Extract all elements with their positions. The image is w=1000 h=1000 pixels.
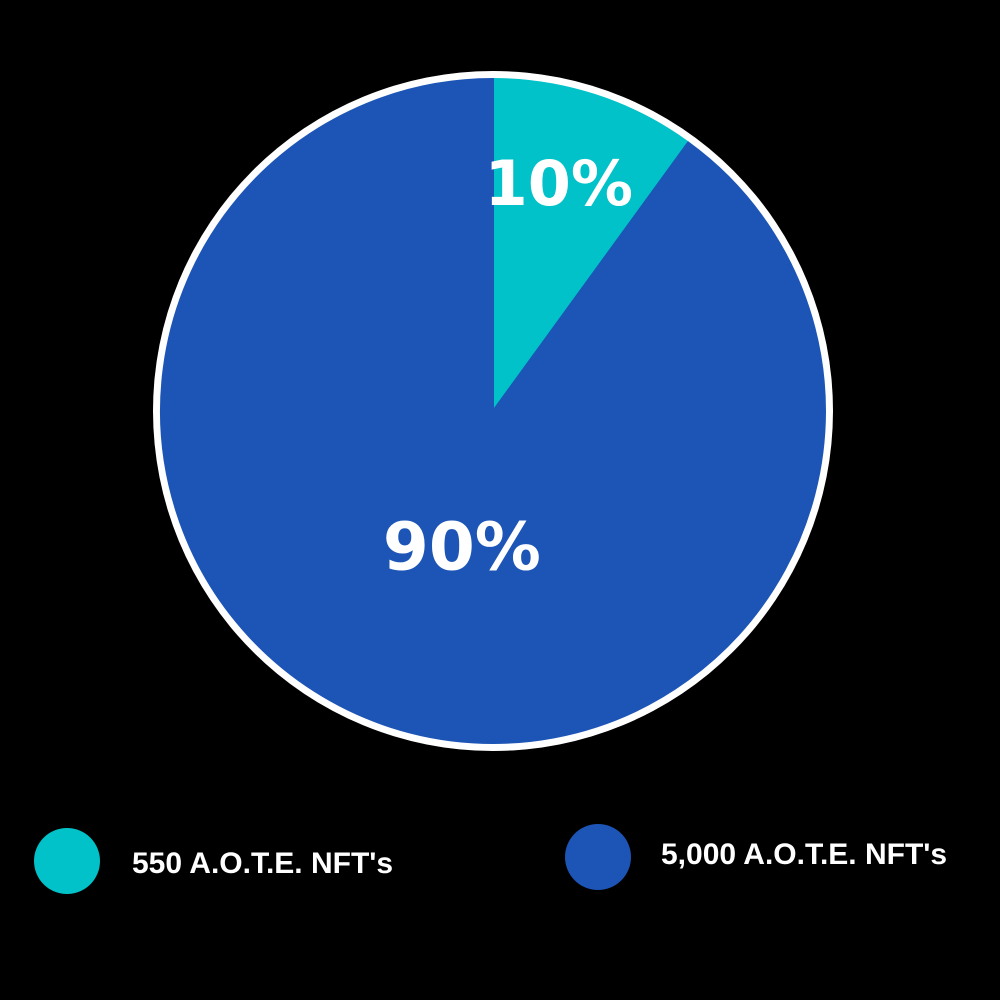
legend-item-550-nfts: 550 A.O.T.E. NFT's	[34, 826, 393, 896]
legend-swatch-blue	[565, 824, 631, 890]
pie-slice-label-0: 10%	[485, 147, 633, 220]
pie-slices	[160, 78, 826, 744]
pie-slice-1	[160, 78, 826, 744]
legend: 550 A.O.T.E. NFT's 5,000 A.O.T.E. NFT's	[0, 824, 1000, 896]
pie-slice-0	[492, 78, 690, 412]
legend-label: 550 A.O.T.E. NFT's	[132, 847, 394, 880]
legend-swatch-cyan	[34, 828, 100, 894]
legend-label: 5,000 A.O.T.E. NFT's	[661, 838, 948, 871]
pie-slice-label-1: 90%	[383, 508, 541, 585]
pie-slice-labels: 10% 90%	[383, 147, 633, 585]
legend-item-5000-nfts: 5,000 A.O.T.E. NFT's	[565, 822, 947, 892]
